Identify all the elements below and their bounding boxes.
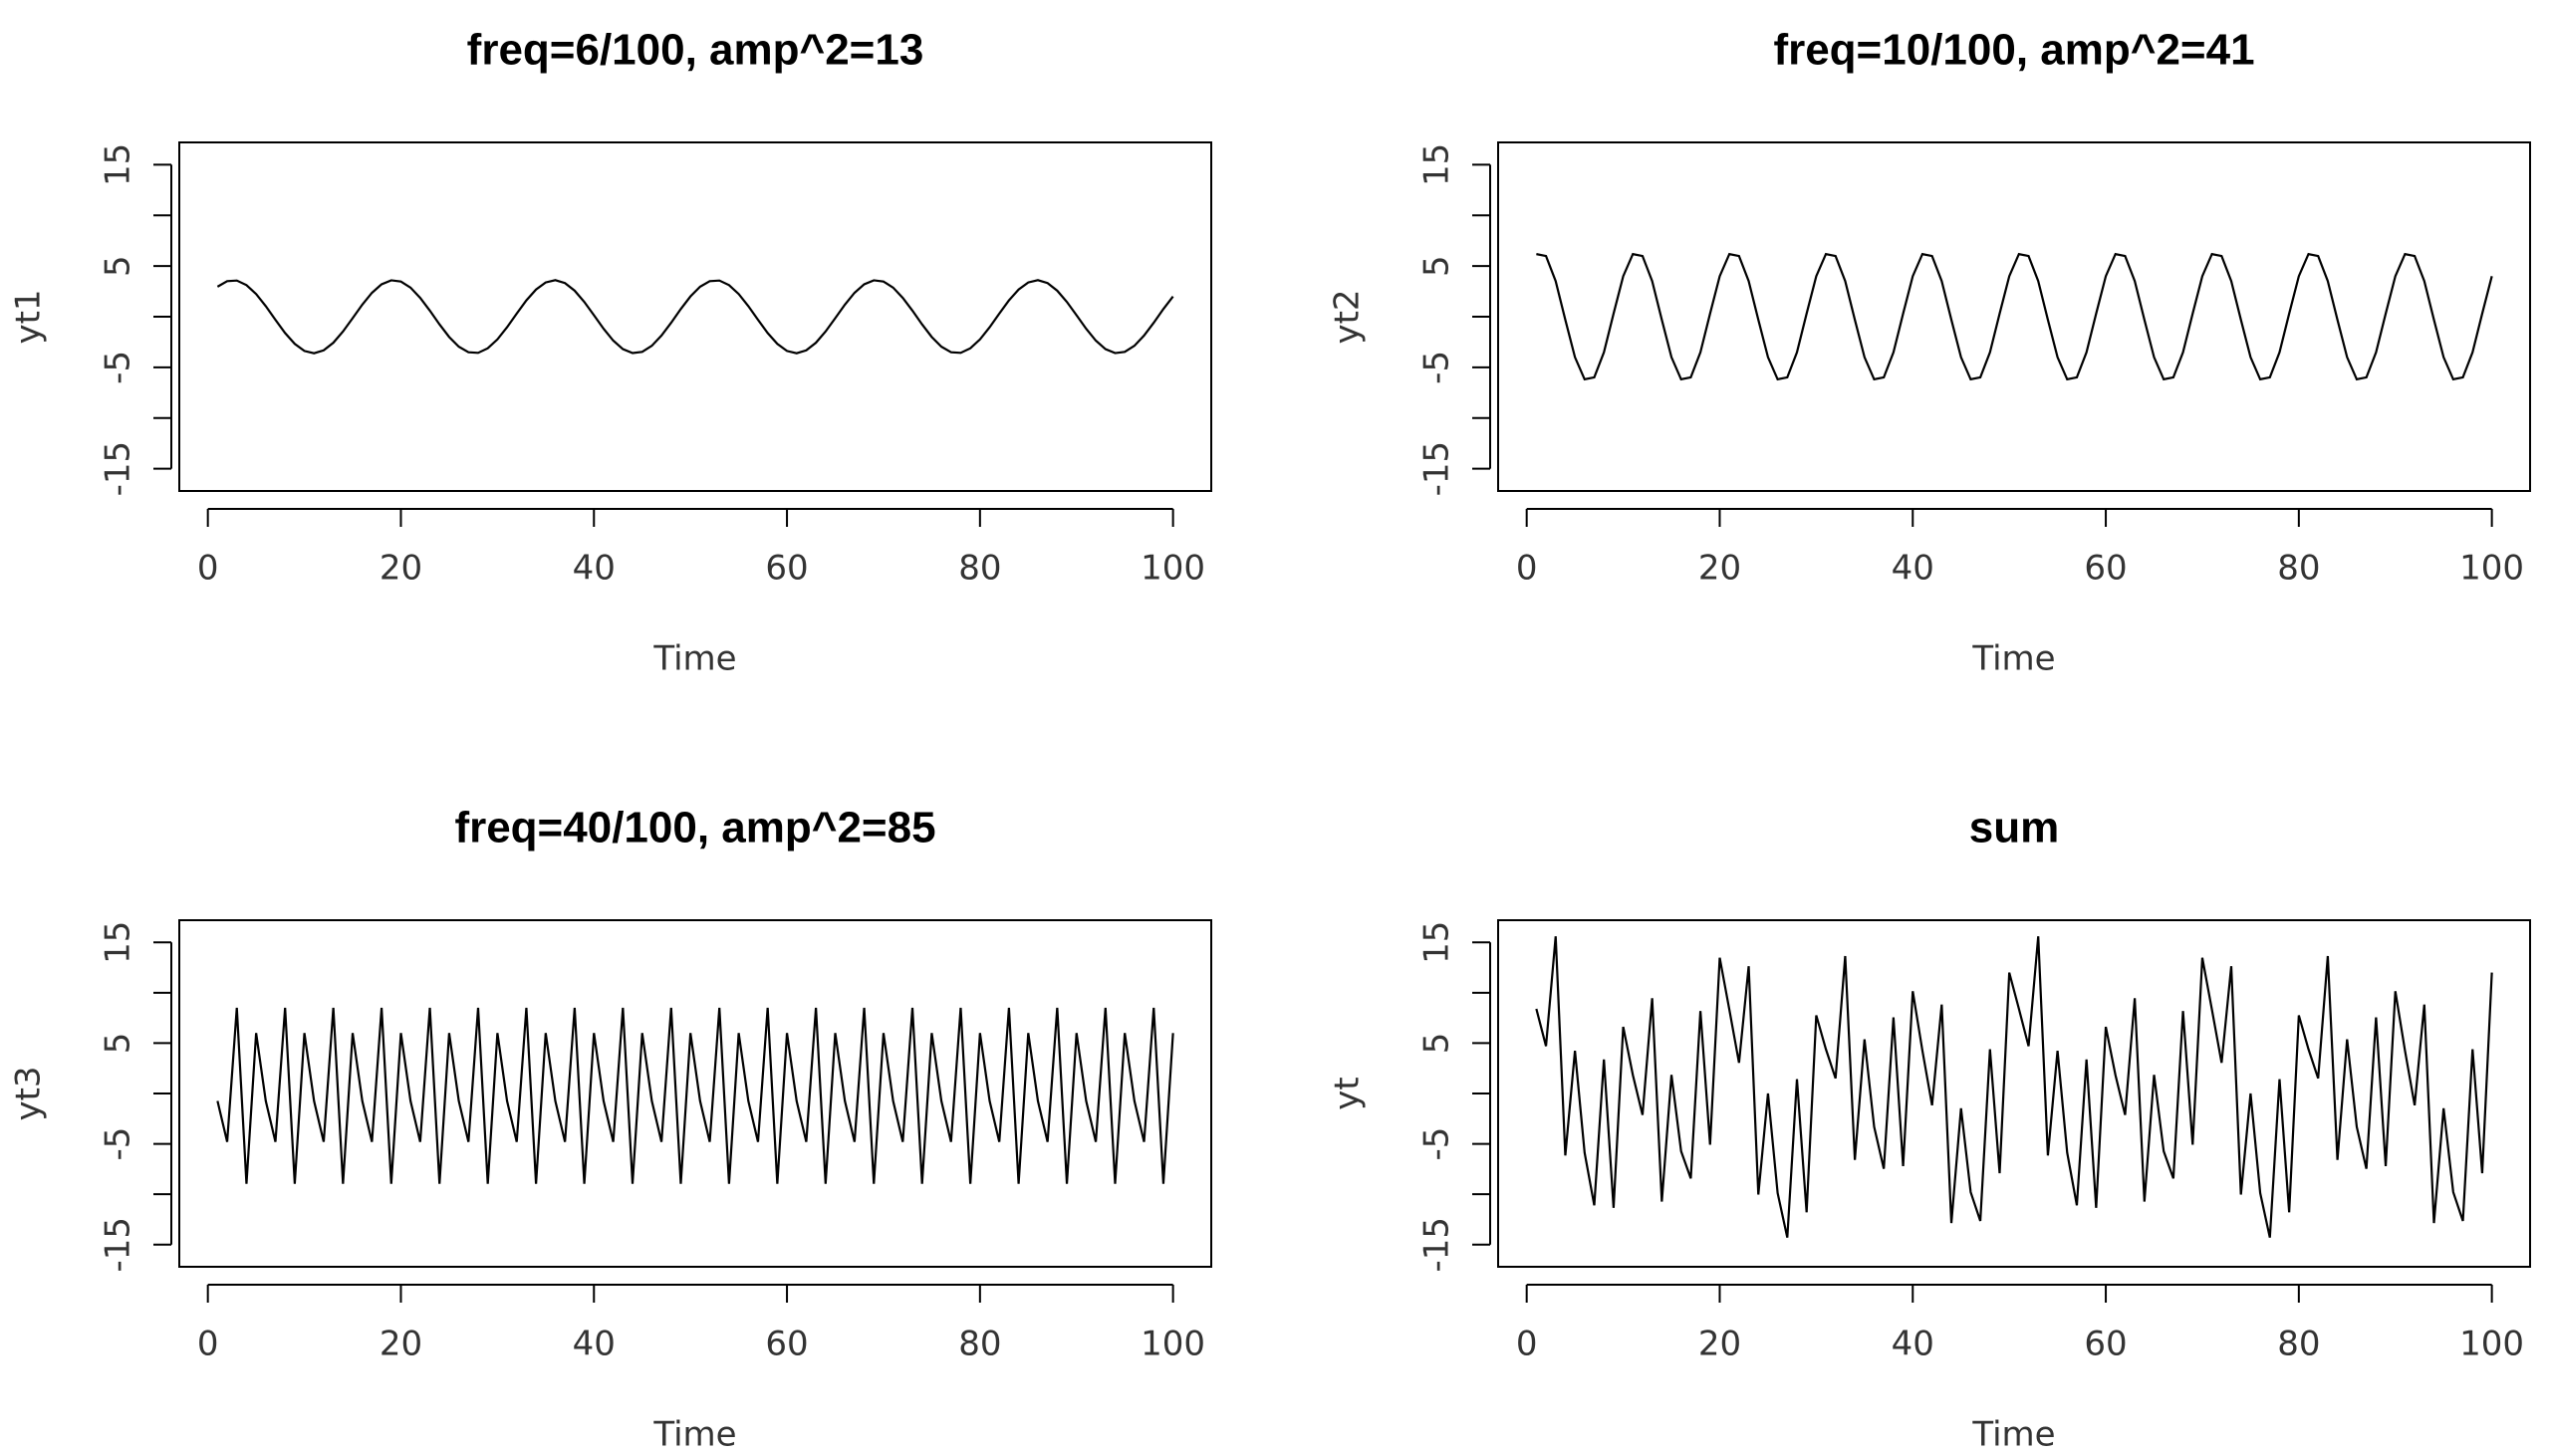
x-tick-label: 20 — [1698, 549, 1741, 589]
panel-title: sum — [1969, 804, 2059, 852]
panel-title: freq=40/100, amp^2=85 — [454, 804, 935, 852]
y-tick-label: -15 — [1417, 441, 1457, 497]
x-axis-label: Time — [652, 1415, 736, 1455]
plot-box — [178, 919, 1212, 1268]
plot-box — [178, 141, 1212, 492]
series-line — [216, 279, 1174, 355]
x-tick-label: 40 — [1892, 1325, 1934, 1364]
x-tick-label: 20 — [1698, 1325, 1741, 1364]
y-tick-label: 15 — [99, 921, 138, 964]
x-tick-label: 40 — [573, 1325, 616, 1364]
y-tick-label: 5 — [1417, 255, 1457, 277]
y-tick-label: 5 — [1417, 1033, 1457, 1055]
x-tick-label: 0 — [1516, 1325, 1538, 1364]
y-tick-label: 15 — [1417, 921, 1457, 964]
series-line — [1536, 252, 2493, 381]
y-tick-label: -5 — [99, 351, 138, 384]
x-tick-label: 100 — [2459, 1325, 2524, 1364]
x-tick-label: 20 — [380, 1325, 422, 1364]
panel: sum 0 20 40 60 80 100 Time -15 -5 5 15 yt — [1328, 804, 2531, 1455]
x-tick-label: 60 — [2084, 1325, 2127, 1364]
x-tick-label: 60 — [765, 1325, 808, 1364]
x-tick-label: 60 — [2084, 549, 2127, 589]
y-axis-label: yt — [1328, 1077, 1368, 1109]
x-tick-label: 80 — [2277, 1325, 2320, 1364]
x-tick-label: 40 — [1892, 549, 1934, 589]
y-tick-label: -15 — [99, 1217, 138, 1273]
plot-box — [1497, 141, 2531, 492]
x-axis-label: Time — [1971, 1415, 2055, 1455]
y-tick-label: -15 — [1417, 1217, 1457, 1273]
panel: freq=10/100, amp^2=41 0 20 40 60 80 100 Time -15… — [1328, 26, 2531, 679]
x-tick-label: 100 — [1141, 1325, 1205, 1364]
x-tick-label: 40 — [573, 549, 616, 589]
x-tick-label: 0 — [1516, 549, 1538, 589]
panel: freq=6/100, amp^2=13 0 20 40 60 80 100 Time -15 -… — [9, 26, 1212, 679]
x-tick-label: 0 — [197, 549, 219, 589]
x-tick-label: 80 — [958, 549, 1001, 589]
panel-title: freq=10/100, amp^2=41 — [1773, 26, 2254, 75]
x-tick-label: 0 — [197, 1325, 219, 1364]
y-tick-label: 15 — [99, 143, 138, 186]
y-tick-label: -5 — [1417, 351, 1457, 384]
y-axis-label: yt3 — [9, 1066, 49, 1120]
y-tick-label: 5 — [99, 1033, 138, 1055]
x-tick-label: 60 — [765, 549, 808, 589]
panel: freq=40/100, amp^2=85 0 20 40 60 80 100 Time -15… — [9, 804, 1212, 1455]
x-axis-label: Time — [652, 639, 736, 679]
y-tick-label: 15 — [1417, 143, 1457, 186]
y-axis-label: yt1 — [9, 289, 49, 344]
x-axis-label: Time — [1971, 639, 2055, 679]
y-axis-label: yt2 — [1328, 289, 1368, 344]
plot-box — [1497, 919, 2531, 1268]
x-tick-label: 100 — [2459, 549, 2524, 589]
series-line — [216, 1007, 1174, 1184]
x-tick-label: 80 — [958, 1325, 1001, 1364]
panel-title: freq=6/100, amp^2=13 — [467, 26, 924, 75]
y-tick-label: -5 — [1417, 1127, 1457, 1161]
series-line — [1535, 936, 2493, 1238]
x-tick-label: 100 — [1141, 549, 1205, 589]
x-tick-label: 80 — [2277, 549, 2320, 589]
y-tick-label: -15 — [99, 441, 138, 497]
y-tick-label: 5 — [99, 255, 138, 277]
y-tick-label: -5 — [99, 1127, 138, 1161]
x-tick-label: 20 — [380, 549, 422, 589]
